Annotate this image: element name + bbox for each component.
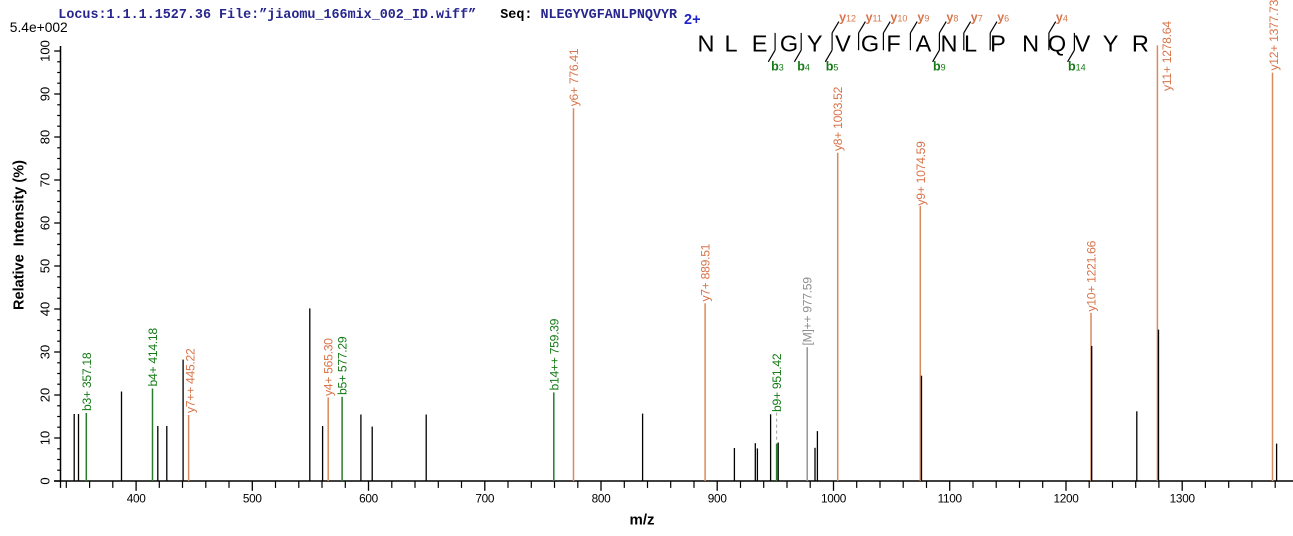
svg-text:800: 800: [592, 492, 612, 506]
svg-text:b9: b9: [933, 59, 946, 73]
svg-text:Q: Q: [1048, 30, 1066, 56]
svg-text:y7+ 889.51: y7+ 889.51: [699, 243, 713, 301]
svg-text:y9: y9: [917, 10, 929, 24]
svg-text:y11+ 1278.64: y11+ 1278.64: [1160, 21, 1174, 91]
svg-text:b14: b14: [1068, 59, 1086, 73]
svg-text:500: 500: [243, 492, 263, 506]
svg-text:R: R: [1132, 30, 1149, 56]
svg-text:N: N: [698, 30, 715, 56]
svg-text:100: 100: [38, 40, 53, 62]
svg-text:1100: 1100: [938, 492, 963, 506]
svg-text:b3: b3: [771, 59, 784, 73]
svg-text:b5+ 577.29: b5+ 577.29: [336, 336, 350, 395]
svg-text:L: L: [724, 30, 737, 56]
svg-text:V: V: [835, 30, 851, 56]
svg-text:b4+ 414.18: b4+ 414.18: [146, 328, 160, 387]
svg-text:Locus:1.1.1.1527.36 File:”jiao: Locus:1.1.1.1527.36 File:”jiaomu_166mix_…: [58, 8, 678, 23]
svg-text:600: 600: [359, 492, 379, 506]
svg-text:m/z: m/z: [629, 512, 654, 529]
svg-text:y11: y11: [866, 10, 882, 24]
svg-text:b3+ 357.18: b3+ 357.18: [80, 352, 94, 411]
svg-text:90: 90: [38, 87, 53, 101]
svg-text:40: 40: [38, 302, 53, 316]
svg-text:b14++ 759.39: b14++ 759.39: [547, 318, 561, 390]
svg-text:y7: y7: [971, 10, 983, 24]
svg-text:b5: b5: [826, 59, 839, 73]
svg-text:700: 700: [475, 492, 495, 506]
svg-text:400: 400: [127, 492, 147, 506]
svg-text:y4: y4: [1056, 10, 1068, 24]
svg-text:b4: b4: [797, 59, 810, 73]
svg-text:V: V: [1075, 30, 1091, 56]
svg-text:20: 20: [38, 388, 53, 402]
svg-text:80: 80: [38, 130, 53, 144]
svg-text:50: 50: [38, 259, 53, 273]
svg-text:y9+ 1074.59: y9+ 1074.59: [914, 141, 928, 206]
svg-text:[M]++ 977.59: [M]++ 977.59: [801, 277, 815, 346]
svg-text:F: F: [886, 30, 900, 56]
svg-text:Y: Y: [1103, 30, 1119, 56]
svg-text:E: E: [752, 30, 768, 56]
svg-text:y6+ 776.41: y6+ 776.41: [567, 48, 581, 106]
svg-text:y12+ 1377.73: y12+ 1377.73: [1267, 0, 1281, 71]
svg-text:30: 30: [38, 345, 53, 359]
svg-text:900: 900: [708, 492, 728, 506]
svg-text:y12: y12: [839, 10, 856, 24]
svg-text:Y: Y: [807, 30, 823, 56]
svg-text:1000: 1000: [821, 492, 847, 506]
svg-text:1200: 1200: [1053, 492, 1079, 506]
svg-text:N: N: [1022, 30, 1039, 56]
svg-text:L: L: [964, 30, 977, 56]
svg-text:A: A: [916, 30, 932, 56]
svg-text:10: 10: [38, 431, 53, 445]
svg-text:2+: 2+: [684, 12, 701, 28]
svg-text:5.4e+002: 5.4e+002: [10, 20, 68, 35]
svg-text:y8: y8: [946, 10, 958, 24]
svg-text:G: G: [780, 30, 798, 56]
svg-text:70: 70: [38, 173, 53, 187]
svg-text:60: 60: [38, 216, 53, 230]
svg-text:y4+ 565.30: y4+ 565.30: [322, 338, 336, 396]
svg-text:G: G: [861, 30, 879, 56]
svg-text:y6: y6: [997, 10, 1009, 24]
svg-text:0: 0: [38, 477, 53, 484]
svg-text:1300: 1300: [1170, 492, 1196, 506]
svg-text:P: P: [990, 30, 1006, 56]
svg-text:b9+ 951.42: b9+ 951.42: [770, 353, 784, 412]
svg-text:N: N: [941, 30, 958, 56]
svg-text:Relative Intensity (%): Relative Intensity (%): [12, 160, 28, 310]
svg-text:y10: y10: [890, 10, 907, 24]
svg-text:y7++ 445.22: y7++ 445.22: [184, 348, 198, 413]
svg-text:y10+ 1221.66: y10+ 1221.66: [1085, 240, 1099, 311]
svg-text:y8+ 1003.52: y8+ 1003.52: [831, 86, 845, 151]
